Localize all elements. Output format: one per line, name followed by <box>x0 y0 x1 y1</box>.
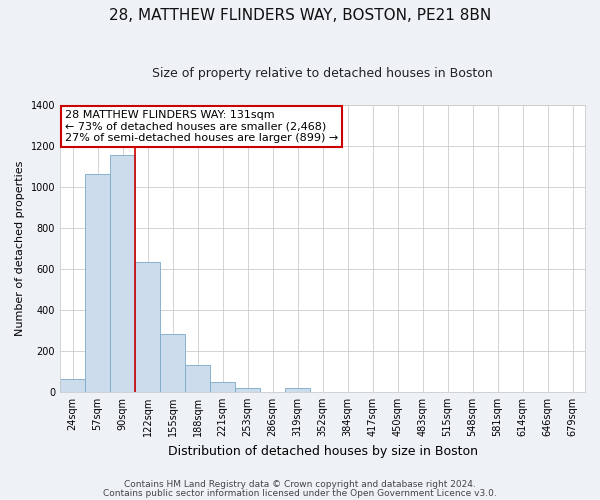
Bar <box>85 174 110 392</box>
Bar <box>135 262 160 392</box>
Title: Size of property relative to detached houses in Boston: Size of property relative to detached ho… <box>152 68 493 80</box>
Text: 28, MATTHEW FLINDERS WAY, BOSTON, PE21 8BN: 28, MATTHEW FLINDERS WAY, BOSTON, PE21 8… <box>109 8 491 22</box>
Bar <box>185 366 210 392</box>
Bar <box>160 334 185 392</box>
Bar <box>285 388 310 392</box>
Text: Contains public sector information licensed under the Open Government Licence v3: Contains public sector information licen… <box>103 488 497 498</box>
Bar <box>235 388 260 392</box>
Bar <box>110 156 135 392</box>
Text: Contains HM Land Registry data © Crown copyright and database right 2024.: Contains HM Land Registry data © Crown c… <box>124 480 476 489</box>
X-axis label: Distribution of detached houses by size in Boston: Distribution of detached houses by size … <box>167 444 478 458</box>
Bar <box>210 382 235 392</box>
Bar <box>60 378 85 392</box>
Text: 28 MATTHEW FLINDERS WAY: 131sqm
← 73% of detached houses are smaller (2,468)
27%: 28 MATTHEW FLINDERS WAY: 131sqm ← 73% of… <box>65 110 338 143</box>
Y-axis label: Number of detached properties: Number of detached properties <box>15 161 25 336</box>
